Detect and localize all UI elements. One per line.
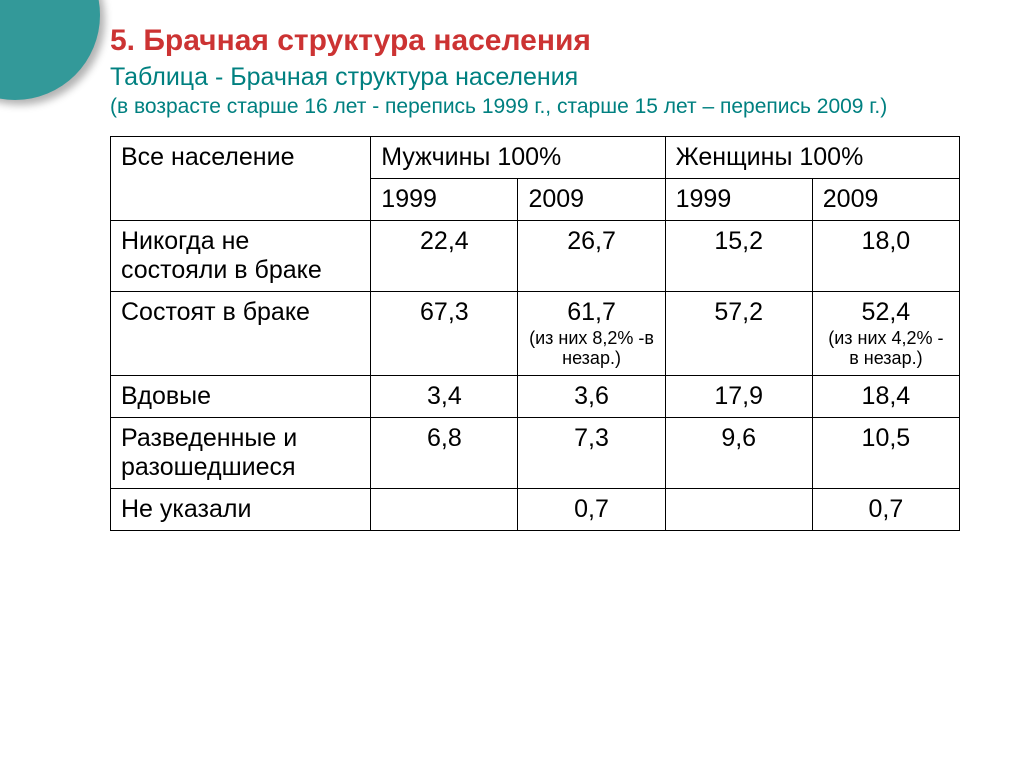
cell: 3,4 — [371, 375, 518, 417]
cell: 0,7 — [518, 488, 665, 530]
cell: 10,5 — [812, 417, 959, 488]
header-women: Женщины 100% — [665, 137, 959, 179]
cell: 9,6 — [665, 417, 812, 488]
cell: 22,4 — [371, 221, 518, 292]
row-label: Никогда не состояли в браке — [111, 221, 371, 292]
cell: 61,7 (из них 8,2% -в незар.) — [518, 292, 665, 376]
slide-content: 5. Брачная структура населения Таблица -… — [0, 0, 1024, 531]
cell-value: 61,7 — [567, 298, 616, 326]
cell: 17,9 — [665, 375, 812, 417]
cell — [371, 488, 518, 530]
row-label: Состоят в браке — [111, 292, 371, 376]
header-year: 2009 — [518, 179, 665, 221]
header-all-population: Все население — [111, 137, 371, 221]
cell: 7,3 — [518, 417, 665, 488]
cell-subnote: (из них 8,2% -в незар.) — [528, 329, 654, 369]
section-heading: 5. Брачная структура населения — [110, 24, 984, 58]
cell: 57,2 — [665, 292, 812, 376]
cell-subnote: (из них 4,2% - в незар.) — [823, 329, 949, 369]
table-row: Не указали 0,7 0,7 — [111, 488, 960, 530]
cell: 26,7 — [518, 221, 665, 292]
table-row: Разведенные и разошедшиеся 6,8 7,3 9,6 1… — [111, 417, 960, 488]
cell: 15,2 — [665, 221, 812, 292]
cell: 52,4 (из них 4,2% - в незар.) — [812, 292, 959, 376]
table-caption: (в возрасте старше 16 лет - перепись 199… — [110, 94, 984, 120]
cell: 0,7 — [812, 488, 959, 530]
header-year: 1999 — [665, 179, 812, 221]
row-label: Вдовые — [111, 375, 371, 417]
cell: 3,6 — [518, 375, 665, 417]
table-title: Таблица - Брачная структура населения — [110, 62, 984, 92]
cell — [665, 488, 812, 530]
row-label: Не указали — [111, 488, 371, 530]
cell: 18,4 — [812, 375, 959, 417]
row-label: Разведенные и разошедшиеся — [111, 417, 371, 488]
header-year: 2009 — [812, 179, 959, 221]
cell: 18,0 — [812, 221, 959, 292]
header-men: Мужчины 100% — [371, 137, 665, 179]
table-row: Никогда не состояли в браке 22,4 26,7 15… — [111, 221, 960, 292]
table-row: Вдовые 3,4 3,6 17,9 18,4 — [111, 375, 960, 417]
table-row: Состоят в браке 67,3 61,7 (из них 8,2% -… — [111, 292, 960, 376]
marital-structure-table: Все население Мужчины 100% Женщины 100% … — [110, 136, 960, 531]
cell: 6,8 — [371, 417, 518, 488]
cell: 67,3 — [371, 292, 518, 376]
table-header-row-1: Все население Мужчины 100% Женщины 100% — [111, 137, 960, 179]
cell-value: 52,4 — [862, 298, 911, 326]
header-year: 1999 — [371, 179, 518, 221]
